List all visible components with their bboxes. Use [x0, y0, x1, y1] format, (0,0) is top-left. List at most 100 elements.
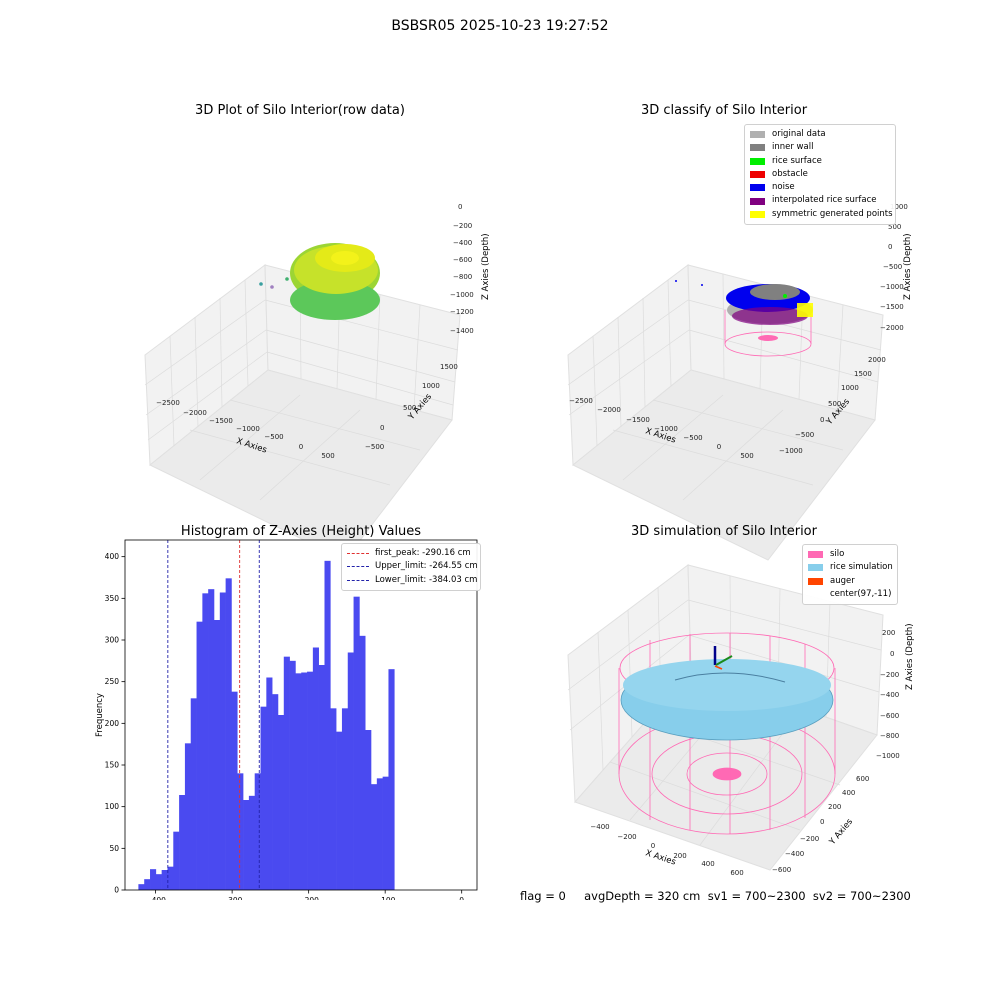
- histogram-bar: [155, 874, 162, 890]
- histogram-bar: [341, 708, 349, 890]
- y-tick: −500: [795, 431, 814, 439]
- y-tick: 0: [820, 818, 824, 826]
- x-tick: −1000: [236, 425, 260, 433]
- z-ticks: 0 −200 −400 −600 −800 −1000 −1200 −1400: [450, 203, 474, 335]
- histogram-bar: [208, 589, 215, 890]
- grid-lines: [567, 273, 882, 501]
- histogram-bar: [138, 884, 145, 890]
- x-tick: 200: [673, 852, 686, 860]
- status-line: flag = 0 avgDepth = 320 cm sv1 = 700~230…: [520, 889, 911, 903]
- z-tick: −1400: [450, 327, 474, 335]
- z-tick: −1500: [880, 303, 904, 311]
- y-tick-label: 0: [114, 886, 119, 895]
- histogram-bar: [150, 869, 157, 890]
- y-tick: 500: [403, 404, 416, 412]
- histogram-bar: [388, 669, 395, 890]
- legend-item: center(97,-11): [808, 588, 892, 601]
- legend-swatch: [750, 171, 765, 179]
- z-tick: −200: [453, 222, 472, 230]
- y-tick: 400: [842, 789, 855, 797]
- classified-point-cloud: [675, 280, 813, 357]
- y-ticks: −600 −400 −200 0 200 400 600: [772, 775, 869, 874]
- auger-arrows: [713, 646, 733, 670]
- legend-item: obstacle: [750, 168, 890, 181]
- y-axis-label: Frequency: [95, 693, 105, 737]
- y-ticks: −500 0 500 1000 1500: [365, 363, 458, 451]
- histogram-bar: [324, 560, 331, 890]
- x-ticks: −400 −200 0 200 400 600: [590, 823, 743, 877]
- histogram-legend: first_peak: -290.16 cm Upper_limit: -264…: [341, 543, 481, 591]
- legend-swatch: [808, 591, 823, 598]
- legend-item: Upper_limit: -264.55 cm: [347, 560, 478, 573]
- histogram-bar: [144, 879, 151, 890]
- x-tick: 500: [740, 452, 753, 460]
- axes-frame: [124, 539, 478, 891]
- x-tick-label: −100: [375, 896, 396, 900]
- x-tick-label: −300: [222, 896, 243, 900]
- histogram-bar: [225, 578, 232, 890]
- z-tick: −800: [880, 732, 899, 740]
- panel-raw-title: 3D Plot of Silo Interior(row data): [195, 103, 405, 118]
- histogram-bar: [371, 784, 378, 890]
- histogram-bar: [289, 660, 296, 890]
- x-tick-label: −200: [298, 896, 319, 900]
- histogram-bar: [173, 831, 180, 890]
- z-tick: −2000: [880, 324, 904, 332]
- legend-swatch: [750, 157, 765, 165]
- z-tick: 0: [888, 243, 892, 251]
- y-tick-label: 300: [105, 636, 120, 645]
- y-tick-label: 50: [109, 844, 119, 853]
- histogram-bar: [237, 773, 244, 890]
- histogram-bar: [330, 708, 337, 890]
- y-tick: 1000: [422, 382, 440, 390]
- z-tick: −200: [880, 671, 899, 679]
- legend-item: noise: [750, 181, 890, 194]
- x-ticks: −2500 −2000 −1500 −1000 −500 0 500: [156, 399, 335, 460]
- y-tick: 200: [828, 803, 841, 811]
- histogram-bar: [301, 672, 308, 890]
- legend-line: [347, 566, 369, 568]
- panel-simulation-plot: −400 −200 0 200 400 600 X Axies −600 −40…: [567, 564, 915, 877]
- z-tick: −1000: [450, 291, 474, 299]
- histogram-bar: [266, 677, 273, 890]
- raw-point-cloud: [259, 243, 380, 320]
- y-tick: 1500: [440, 363, 458, 371]
- legend-swatch: [750, 210, 765, 218]
- y-tick: 1500: [854, 370, 872, 378]
- legend-swatch: [808, 577, 823, 585]
- histogram-bar: [272, 694, 279, 890]
- histogram-bar: [295, 673, 302, 890]
- legend-item: rice simulation: [808, 561, 893, 574]
- y-tick-label: 250: [105, 677, 120, 686]
- rice-surface: [620, 659, 834, 741]
- histogram-bar: [283, 656, 290, 890]
- z-tick: 0: [458, 203, 462, 211]
- z-tick: −1200: [450, 308, 474, 316]
- x-tick: 500: [321, 452, 334, 460]
- x-tick: −1500: [209, 417, 233, 425]
- histogram-bar: [318, 665, 325, 890]
- x-tick-label: 0: [459, 896, 464, 900]
- histogram-bar: [161, 870, 168, 890]
- histogram-bar: [196, 621, 203, 890]
- z-tick: 1000: [890, 203, 908, 211]
- y-tick: −600: [772, 866, 791, 874]
- histogram-bar: [307, 671, 314, 890]
- x-tick: −500: [683, 434, 702, 442]
- panel-classify-plot: −2500 −2000 −1500 −1000 −500 0 500 X Axi…: [567, 203, 913, 561]
- histogram-bar: [336, 731, 343, 890]
- histogram-bar: [202, 593, 209, 890]
- y-tick: 1000: [841, 384, 859, 392]
- histogram-bar: [353, 596, 360, 890]
- y-tick-label: 400: [105, 552, 120, 561]
- z-tick: −400: [453, 239, 472, 247]
- legend-swatch: [750, 197, 765, 205]
- histogram-bar: [190, 698, 197, 890]
- y-tick-label: 150: [105, 761, 120, 770]
- histogram-bar: [365, 730, 372, 890]
- histogram-title: Histogram of Z-Axies (Height) Values: [180, 524, 422, 539]
- legend-swatch: [808, 564, 823, 572]
- x-tick: 600: [730, 869, 743, 877]
- legend-item: symmetric generated points: [750, 208, 893, 221]
- z-ticks: 200 0 −200 −400 −600 −800 −1000: [876, 629, 900, 760]
